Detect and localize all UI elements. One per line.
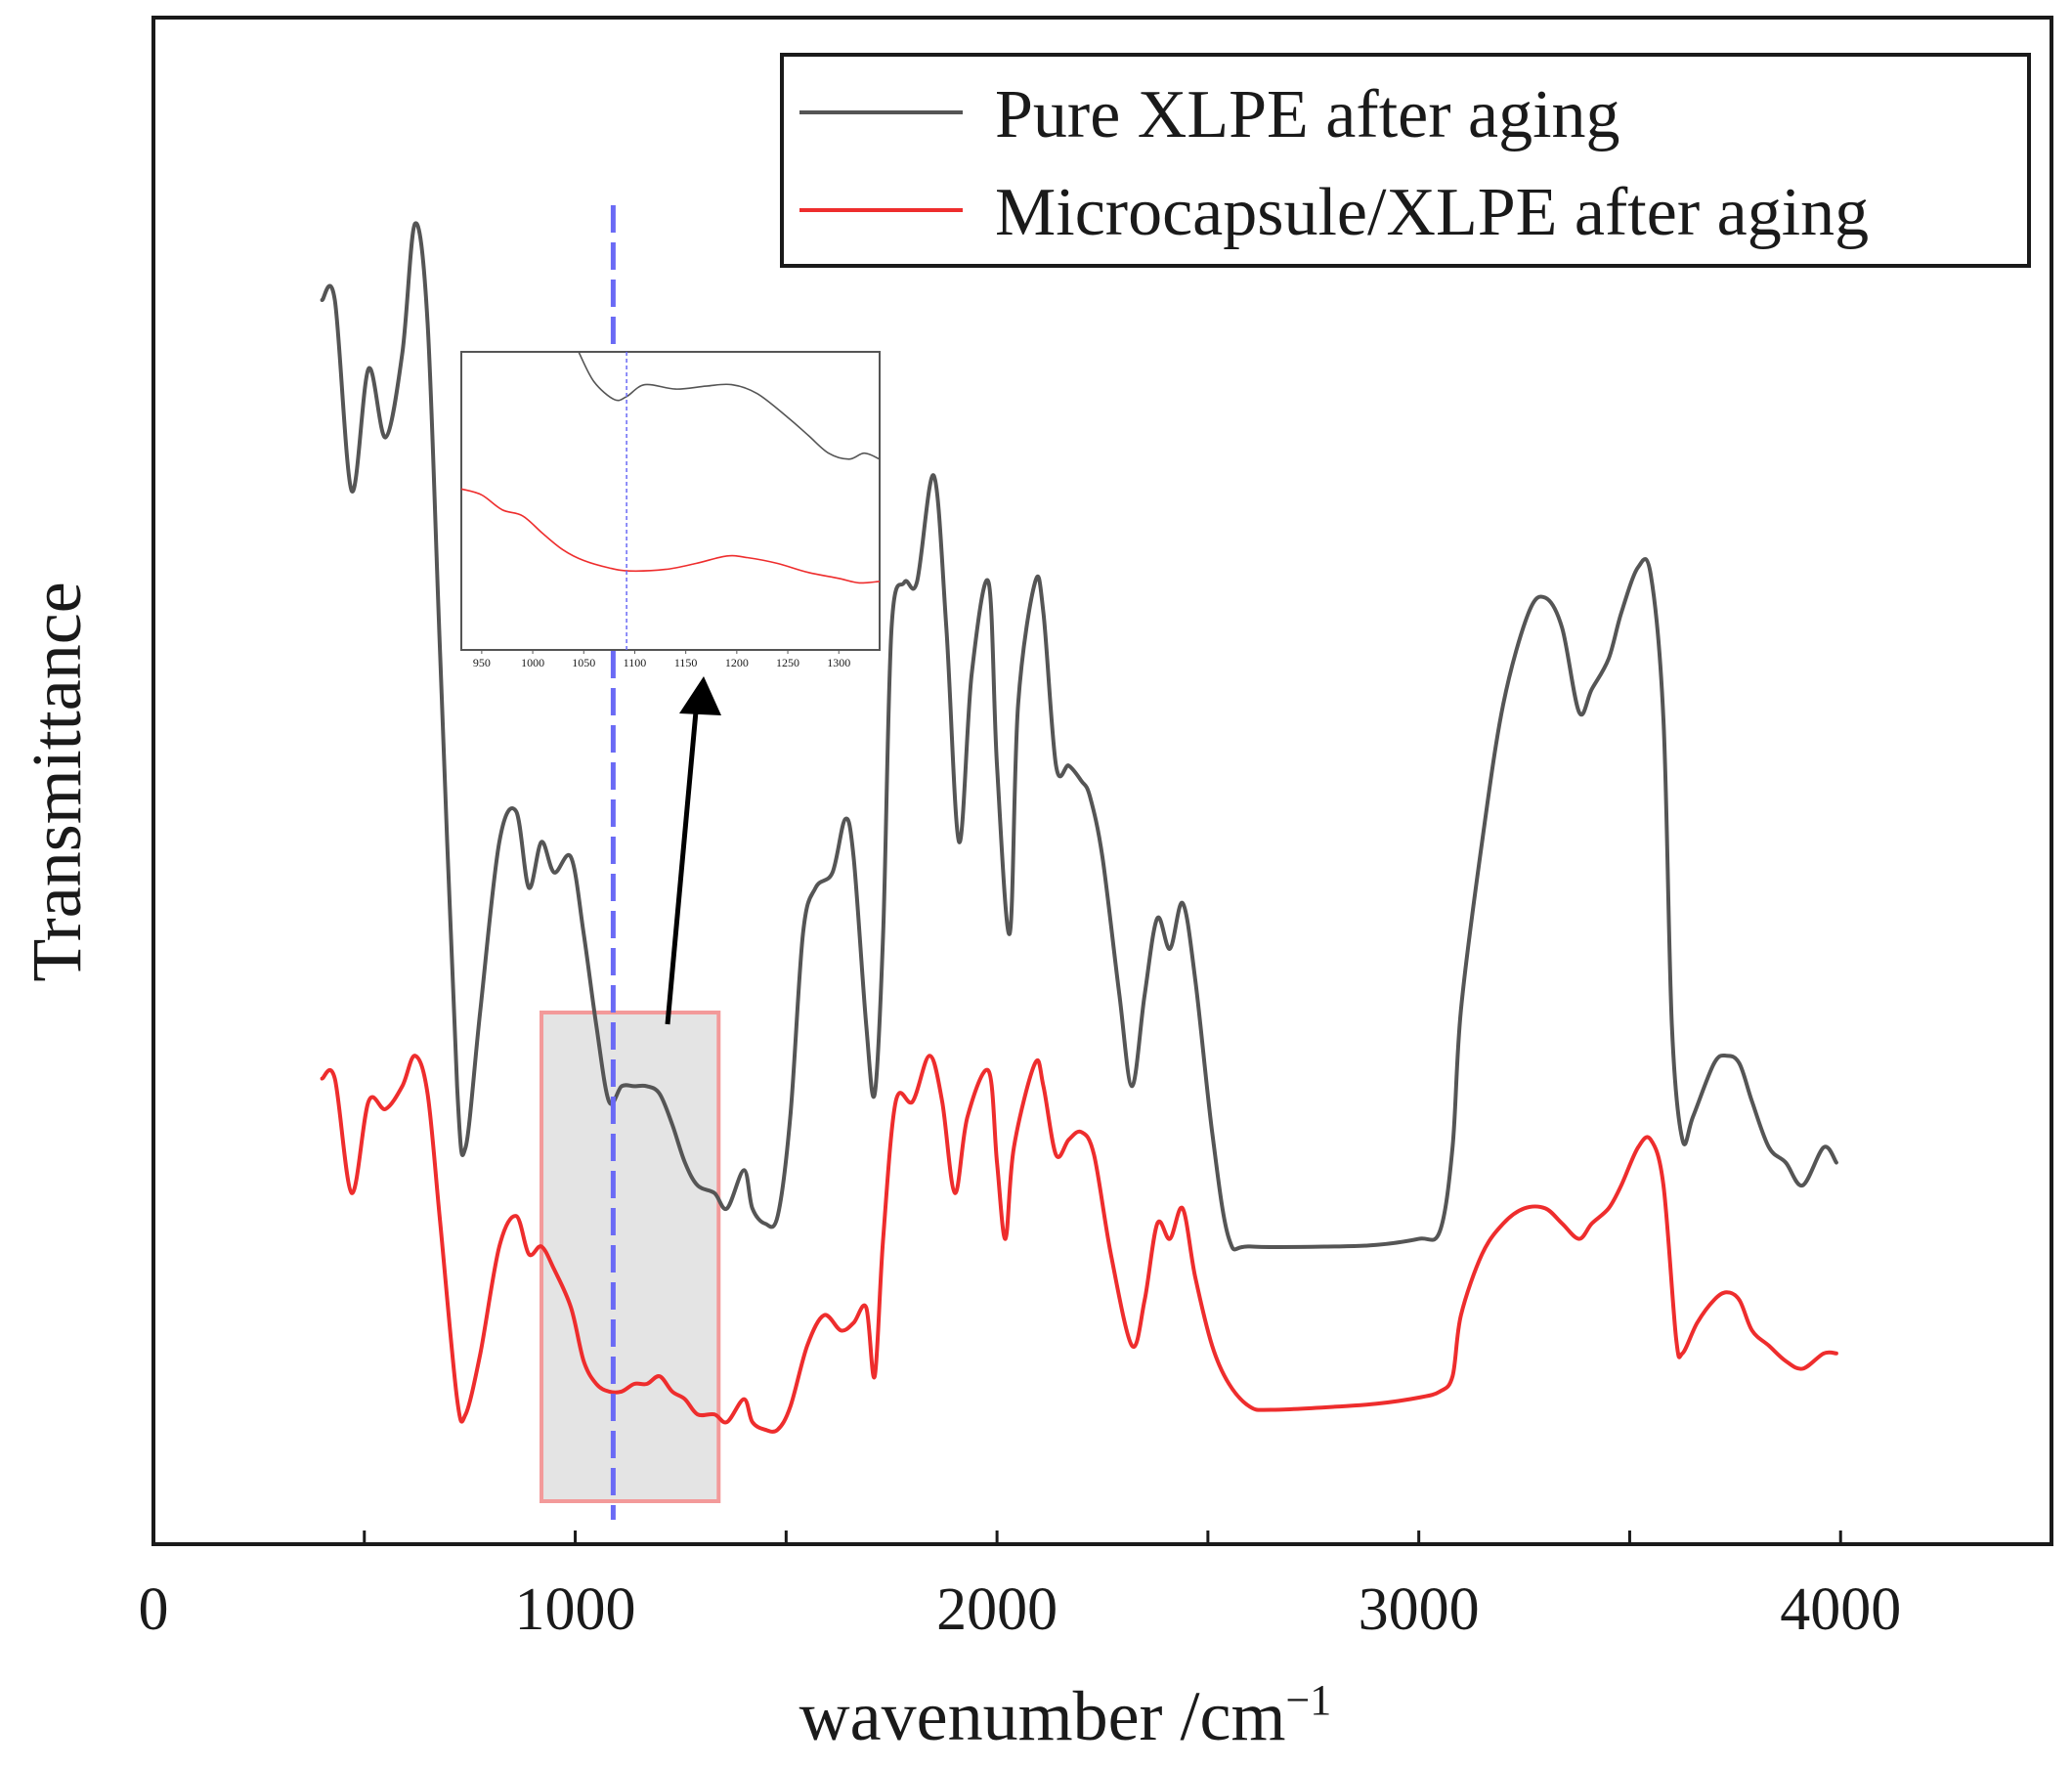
inset-tick-label-1: 1000 bbox=[521, 656, 544, 669]
x-tick-label-1: 1000 bbox=[515, 1576, 636, 1643]
legend: Pure XLPE after aging Microcapsule/XLPE … bbox=[780, 53, 2031, 268]
x-tick-label-2: 2000 bbox=[936, 1576, 1058, 1643]
series-line-microcapsule-xlpe bbox=[320, 1054, 1838, 1434]
x-axis-ticks bbox=[151, 1531, 2053, 1544]
x-axis-title: wavenumber /cm−1 bbox=[799, 1676, 1332, 1755]
inset-series-line-pure-xlpe bbox=[578, 351, 881, 460]
inset-plot: 950 1000 1050 1100 1150 1200 1250 1300 bbox=[460, 351, 881, 669]
inset-tick-label-5: 1200 bbox=[725, 656, 749, 669]
inset-tick-label-4: 1150 bbox=[674, 656, 698, 669]
inset-tick-label-0: 950 bbox=[473, 656, 491, 669]
x-tick-label-4: 4000 bbox=[1780, 1576, 1901, 1643]
highlight-region bbox=[540, 1011, 721, 1503]
legend-label-pure-xlpe: Pure XLPE after aging bbox=[995, 77, 1620, 152]
inset-tick-label-6: 1250 bbox=[776, 656, 799, 669]
inset-tick-label-3: 1100 bbox=[624, 656, 647, 669]
inset-x-ticks bbox=[481, 650, 840, 654]
zoom-arrow bbox=[665, 676, 721, 1025]
legend-label-microcapsule-xlpe: Microcapsule/XLPE after aging bbox=[995, 175, 1869, 250]
legend-box bbox=[780, 53, 2031, 268]
series-line-pure-xlpe bbox=[320, 221, 1838, 1252]
inset-series-line-microcapsule-xlpe bbox=[460, 488, 881, 584]
inset-tick-label-7: 1300 bbox=[827, 656, 850, 669]
plot-frame bbox=[151, 16, 2053, 1546]
inset-frame bbox=[460, 351, 881, 651]
inset-tick-label-2: 1050 bbox=[572, 656, 595, 669]
y-axis-title: Transmittance bbox=[18, 582, 96, 981]
x-tick-label-0: 0 bbox=[139, 1576, 169, 1643]
x-tick-label-3: 3000 bbox=[1359, 1576, 1480, 1643]
